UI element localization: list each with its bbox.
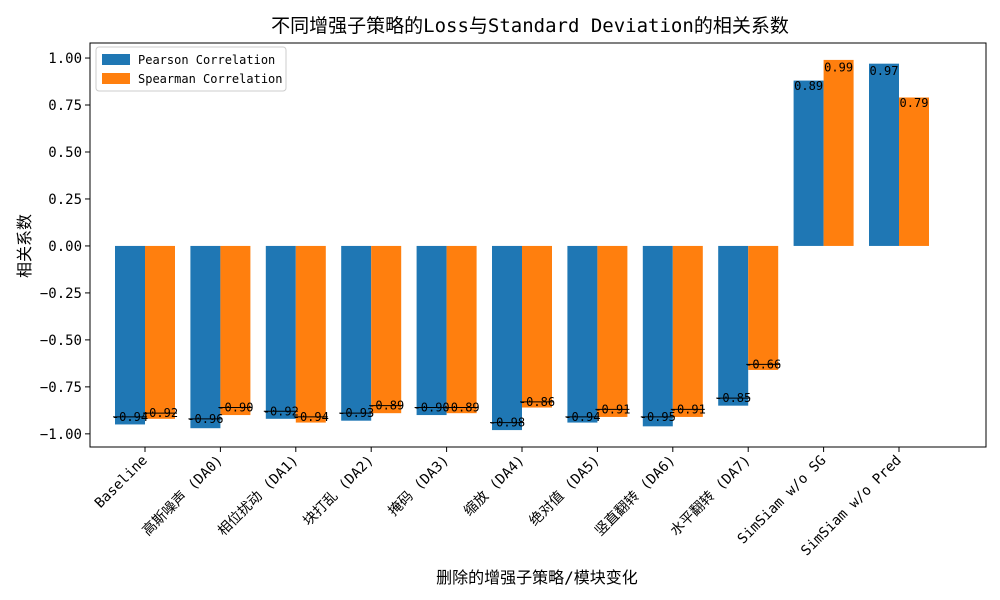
bar-spearman-9 [823,59,854,246]
legend-box [95,46,287,92]
data-label-spearman-10: 0.79 [900,96,929,110]
bar-pearson-5 [492,245,522,431]
data-label-pearson-4: -0.90 [414,401,450,415]
bar-pearson-10 [869,63,899,246]
y-tick-label-6: −0.50 [40,333,82,349]
y-tick-label-7: −0.75 [40,380,82,396]
bar-spearman-8 [748,245,779,370]
data-label-pearson-9: 0.89 [794,79,823,93]
data-label-spearman-0: -0.92 [142,406,178,420]
data-label-pearson-3: -0.93 [338,406,374,420]
data-label-pearson-5: -0.98 [489,416,525,430]
data-label-pearson-7: -0.95 [640,410,676,424]
data-label-spearman-5: -0.86 [519,395,555,409]
x-axis-label: 删除的增强子策略/模块变化 [436,568,638,587]
bar-pearson-2 [265,245,296,419]
bar-pearson-9 [793,80,824,246]
bar-spearman-3 [371,245,402,414]
bar-pearson-4 [416,245,447,416]
bar-spearman-1 [220,245,251,416]
y-tick-label-3: 0.25 [48,192,82,208]
bar-pearson-1 [190,245,221,429]
y-tick-label-4: 0.00 [48,239,82,255]
y-tick-label-0: 1.00 [48,51,82,67]
data-label-spearman-4: -0.89 [444,401,480,415]
bar-spearman-0 [145,245,175,419]
data-label-spearman-6: -0.91 [594,402,630,416]
data-label-spearman-7: -0.91 [670,402,706,416]
legend-swatch-pearson [102,54,130,65]
legend-label-spearman: Spearman Correlation [138,72,283,86]
y-tick-label-5: −0.25 [40,286,82,302]
data-label-spearman-9: 0.99 [824,60,853,74]
legend-label-pearson: Pearson Correlation [138,53,275,67]
bar-pearson-7 [642,245,673,427]
data-label-pearson-1: -0.96 [187,412,223,426]
legend-swatch-spearman [102,73,130,84]
bar-spearman-6 [597,245,628,417]
bar-spearman-2 [295,245,326,423]
bar-pearson-0 [115,245,145,425]
data-label-spearman-2: -0.94 [293,410,329,424]
y-tick-label-1: 0.75 [48,98,82,114]
bar-spearman-10 [899,97,929,246]
data-label-pearson-8: -0.85 [715,391,751,405]
bar-spearman-5 [522,245,552,408]
y-tick-label-8: −1.00 [40,427,82,443]
y-axis-label: 相关系数 [15,214,34,278]
bar-spearman-4 [446,245,477,414]
data-label-pearson-0: -0.94 [112,410,148,424]
data-label-spearman-8: -0.66 [745,357,781,371]
plot-area: -0.94 -0.96 -0.92 -0.93 -0.90 -0.98 -0.94 -0.95… [40,42,987,559]
bar-pearson-3 [341,245,372,421]
bar-spearman-7 [672,245,703,417]
data-label-spearman-1: -0.90 [217,401,253,415]
data-label-spearman-3: -0.89 [368,399,404,413]
data-label-pearson-10: 0.97 [870,64,899,78]
data-label-pearson-6: -0.94 [564,410,600,424]
y-tick-label-2: 0.50 [48,145,82,161]
bar-pearson-6 [567,245,598,423]
axes-frame [89,42,987,448]
bar-pearson-8 [718,245,749,406]
chart-title: 不同增强子策略的Loss与Standard Deviation的相关系数 [271,15,789,37]
data-label-pearson-2: -0.92 [263,404,299,418]
